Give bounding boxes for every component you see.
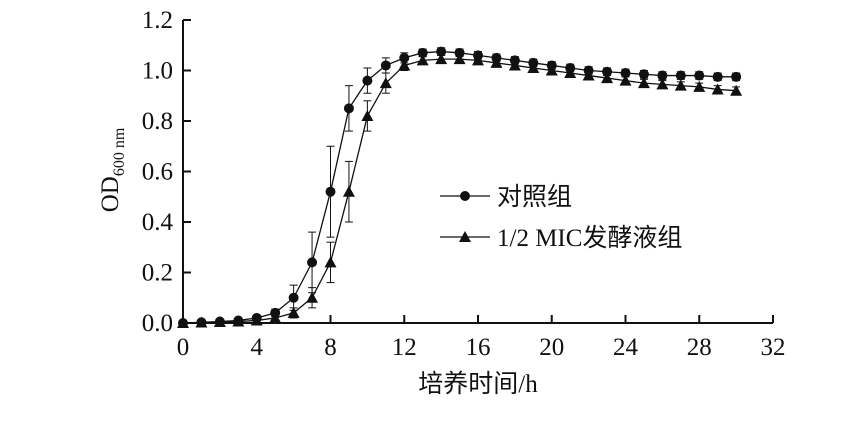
data-point xyxy=(287,306,300,318)
y-axis-title-main: OD xyxy=(97,176,124,212)
data-point xyxy=(361,109,374,121)
x-tick-label: 4 xyxy=(251,334,264,361)
data-point xyxy=(620,68,631,79)
data-point xyxy=(527,61,540,73)
data-point xyxy=(306,291,319,303)
data-point xyxy=(380,60,391,71)
series-0 xyxy=(178,46,742,328)
x-tick-label: 24 xyxy=(613,334,639,361)
legend-triangle-marker-icon xyxy=(459,231,471,242)
data-point xyxy=(324,256,337,268)
x-tick-label: 16 xyxy=(466,334,491,361)
y-tick-label: 0.0 xyxy=(142,310,173,337)
data-point xyxy=(307,257,318,268)
x-tick-label: 12 xyxy=(392,334,417,361)
data-point xyxy=(343,103,354,114)
data-point xyxy=(269,311,282,323)
y-tick-label: 0.2 xyxy=(142,260,173,287)
series-layer xyxy=(177,46,743,328)
y-tick-label: 0.6 xyxy=(142,159,173,186)
data-point xyxy=(416,54,429,66)
x-tick-label: 28 xyxy=(687,334,712,361)
series-line xyxy=(182,50,737,324)
data-point xyxy=(379,77,392,89)
data-point xyxy=(582,69,595,81)
data-point xyxy=(712,71,723,82)
data-point xyxy=(731,71,742,82)
data-point xyxy=(453,53,466,65)
y-ticks: 0.0 0.2 0.4 0.6 0.8 1.0 1.2 xyxy=(142,7,191,337)
y-tick-label: 1.0 xyxy=(142,58,173,85)
data-point xyxy=(195,316,208,328)
legend-circle-marker-icon xyxy=(460,191,470,201)
x-axis-title: 培养时间/h xyxy=(418,370,538,398)
data-point xyxy=(362,75,373,86)
data-point xyxy=(232,315,245,327)
x-tick-label: 8 xyxy=(324,334,337,361)
x-tick-label: 32 xyxy=(761,334,786,361)
data-point xyxy=(436,46,447,57)
data-point xyxy=(398,59,411,71)
data-point xyxy=(637,77,650,89)
data-point xyxy=(675,70,686,81)
series-1 xyxy=(177,53,743,328)
legend-item-control: 对照组 xyxy=(440,183,572,211)
legend-label-treatment: 1/2 MIC发酵液组 xyxy=(497,224,682,252)
data-point xyxy=(730,84,743,96)
data-point xyxy=(325,186,336,197)
y-axis-title: OD600 nm xyxy=(97,127,128,212)
plot-area: 0.0 0.2 0.4 0.6 0.8 1.0 1.2 0 4 8 12 16 20 24 28 32 xyxy=(142,7,786,361)
data-point xyxy=(508,59,521,71)
data-point xyxy=(657,70,668,81)
x-tick-label: 20 xyxy=(539,334,564,361)
x-tick-label: 0 xyxy=(177,334,190,361)
data-point xyxy=(177,317,189,328)
legend: 对照组 1/2 MIC发酵液组 xyxy=(440,183,682,252)
data-point xyxy=(693,80,706,92)
data-point xyxy=(545,64,558,76)
data-point xyxy=(564,67,577,79)
data-point xyxy=(417,47,428,58)
data-point xyxy=(619,74,632,86)
data-point xyxy=(435,53,448,65)
legend-item-treatment: 1/2 MIC发酵液组 xyxy=(440,224,682,252)
x-ticks: 0 4 8 12 16 20 24 28 32 xyxy=(177,315,786,361)
data-point xyxy=(656,78,669,90)
y-tick-label: 1.2 xyxy=(142,7,173,34)
data-point xyxy=(674,79,687,91)
data-point xyxy=(638,69,649,80)
data-point xyxy=(694,70,705,81)
data-point xyxy=(250,314,263,326)
data-point xyxy=(342,185,355,197)
y-axis-title-subscript: 600 nm xyxy=(111,127,128,176)
data-point xyxy=(490,56,503,68)
data-point xyxy=(472,54,484,66)
data-point xyxy=(711,83,724,95)
data-point xyxy=(213,315,226,327)
y-tick-label: 0.4 xyxy=(142,209,174,236)
y-tick-label: 0.8 xyxy=(142,108,173,135)
series-line xyxy=(182,58,737,324)
data-point xyxy=(601,72,614,84)
legend-label-control: 对照组 xyxy=(497,183,572,211)
data-point xyxy=(288,292,299,303)
